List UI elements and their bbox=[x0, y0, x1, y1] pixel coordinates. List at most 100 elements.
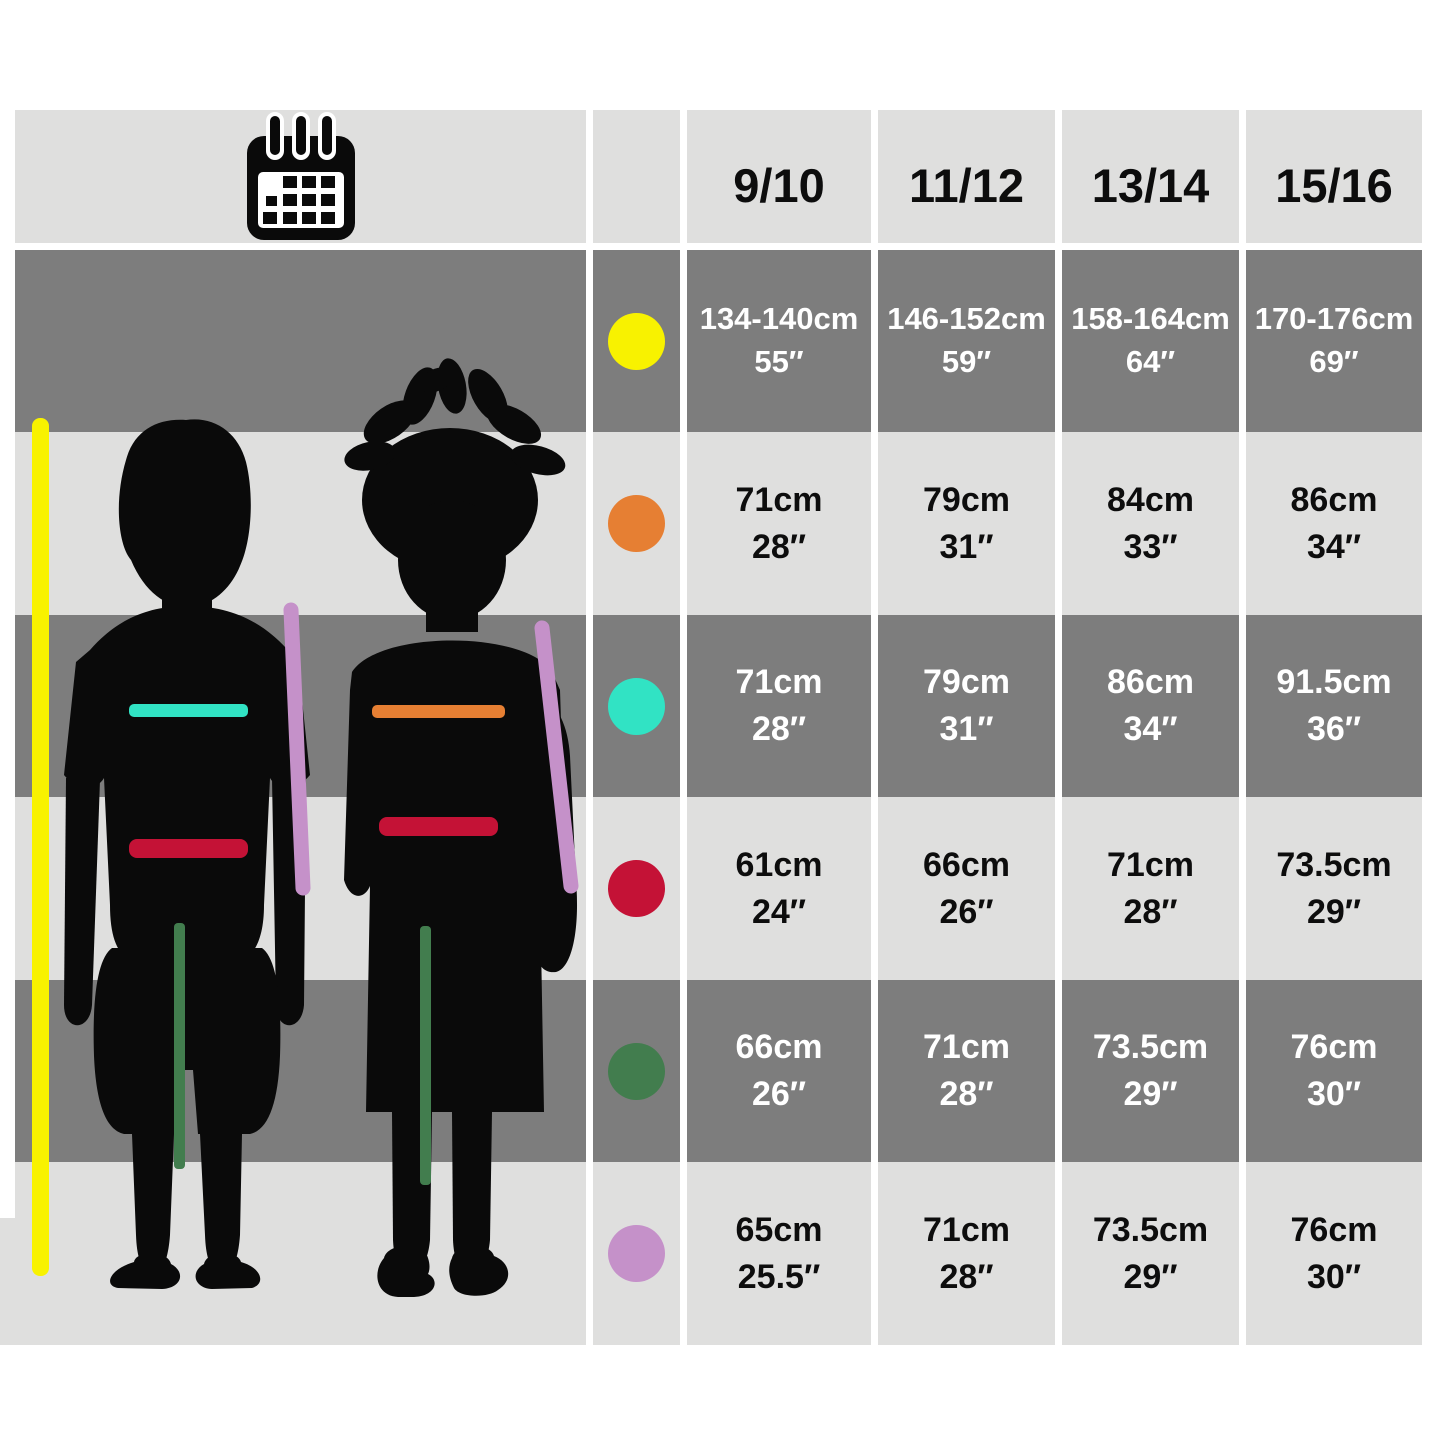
value-inches: 30″ bbox=[1306, 1257, 1362, 1296]
value-cm: 86cm bbox=[1290, 480, 1378, 519]
value-cm: 71cm bbox=[923, 1028, 1010, 1067]
size-column-header: 9/10 bbox=[687, 110, 871, 243]
measurement-cell: 134-140cm 55″ bbox=[687, 250, 871, 432]
value-cm: 71cm bbox=[735, 663, 823, 702]
measurement-cell: 146-152cm 59″ bbox=[878, 250, 1055, 432]
left-panel-stripe bbox=[15, 250, 586, 432]
value-cm: 71cm bbox=[735, 480, 823, 519]
left-panel-stripe bbox=[15, 980, 586, 1162]
calendar-icon bbox=[246, 111, 355, 240]
value-cm: 66cm bbox=[735, 1028, 823, 1067]
measurement-cell: 71cm 28″ bbox=[878, 1162, 1055, 1345]
size-column-header: 15/16 bbox=[1246, 110, 1422, 243]
measure-dot-cell bbox=[593, 1162, 680, 1345]
calendar-rings bbox=[262, 115, 335, 224]
measurement-cell: 71cm 28″ bbox=[878, 980, 1055, 1162]
value-cm: 76cm bbox=[1290, 1028, 1378, 1067]
value-cm: 61cm bbox=[735, 845, 823, 884]
value-cm: 86cm bbox=[1107, 663, 1194, 702]
left-panel-stripe bbox=[15, 432, 586, 615]
measurement-cell: 91.5cm 36″ bbox=[1246, 615, 1422, 797]
measurement-cell: 84cm 33″ bbox=[1062, 432, 1239, 615]
value-cm: 73.5cm bbox=[1276, 845, 1392, 884]
measurement-cell: 73.5cm 29″ bbox=[1062, 1162, 1239, 1345]
value-inches: 28″ bbox=[939, 1075, 994, 1113]
value-cm: 79cm bbox=[923, 480, 1010, 519]
value-cm: 73.5cm bbox=[1092, 1210, 1209, 1249]
value-cm: 146-152cm bbox=[887, 301, 1046, 337]
height-dot-icon bbox=[608, 312, 665, 370]
value-inches: 33″ bbox=[1123, 527, 1178, 566]
size-column-label: 15/16 bbox=[1275, 159, 1393, 212]
measurement-cell: 79cm 31″ bbox=[878, 615, 1055, 797]
measurement-cell: 86cm 34″ bbox=[1062, 615, 1239, 797]
measure-dot-cell bbox=[593, 432, 680, 615]
value-cm: 76cm bbox=[1290, 1210, 1378, 1249]
value-inches: 28″ bbox=[751, 527, 807, 566]
value-inches: 29″ bbox=[1123, 1075, 1178, 1113]
value-inches: 28″ bbox=[1123, 892, 1178, 931]
measure-dot-cell bbox=[593, 980, 680, 1162]
left-panel-stripe bbox=[15, 615, 586, 797]
size-column-label: 9/10 bbox=[733, 159, 825, 212]
measurement-cell: 73.5cm 29″ bbox=[1062, 980, 1239, 1162]
measure-dot-cell bbox=[593, 615, 680, 797]
measurement-cell: 73.5cm 29″ bbox=[1246, 797, 1422, 980]
age-header-band bbox=[15, 110, 586, 243]
value-inches: 25.5″ bbox=[737, 1257, 821, 1296]
value-cm: 84cm bbox=[1107, 480, 1194, 519]
value-inches: 24″ bbox=[751, 892, 807, 931]
measurement-cell: 65cm 25.5″ bbox=[687, 1162, 871, 1345]
measurement-cell: 61cm 24″ bbox=[687, 797, 871, 980]
value-inches: 34″ bbox=[1306, 527, 1362, 566]
value-inches: 29″ bbox=[1123, 1257, 1178, 1296]
value-cm: 71cm bbox=[1107, 845, 1194, 884]
value-cm: 66cm bbox=[923, 845, 1010, 884]
value-cm: 71cm bbox=[923, 1210, 1010, 1249]
size-column-header: 13/14 bbox=[1062, 110, 1239, 243]
value-cm: 73.5cm bbox=[1092, 1028, 1209, 1067]
measurement-cell: 76cm 30″ bbox=[1246, 1162, 1422, 1345]
measurement-cell: 170-176cm 69″ bbox=[1246, 250, 1422, 432]
measurement-cell: 76cm 30″ bbox=[1246, 980, 1422, 1162]
left-panel-stripe-extension bbox=[0, 1218, 15, 1345]
value-inches: 26″ bbox=[939, 892, 994, 931]
measurement-cell: 86cm 34″ bbox=[1246, 432, 1422, 615]
value-cm: 158-164cm bbox=[1071, 301, 1230, 337]
value-cm: 170-176cm bbox=[1254, 301, 1414, 337]
header-dot-column-spacer bbox=[593, 110, 680, 243]
value-inches: 28″ bbox=[751, 710, 807, 748]
value-inches: 64″ bbox=[1125, 344, 1176, 379]
value-cm: 91.5cm bbox=[1276, 663, 1392, 702]
value-inches: 28″ bbox=[939, 1257, 994, 1296]
measurement-cell: 71cm 28″ bbox=[687, 615, 871, 797]
size-column-label: 13/14 bbox=[1091, 159, 1210, 212]
measure-dot-cell bbox=[593, 797, 680, 980]
size-column-label: 11/12 bbox=[908, 159, 1025, 212]
value-inches: 31″ bbox=[939, 527, 994, 566]
value-inches: 31″ bbox=[939, 710, 994, 748]
value-inches: 55″ bbox=[754, 344, 804, 379]
value-inches: 69″ bbox=[1309, 344, 1359, 379]
measurement-cell: 66cm 26″ bbox=[687, 980, 871, 1162]
value-cm: 79cm bbox=[923, 663, 1010, 702]
hip-dot-icon bbox=[608, 860, 665, 917]
value-inches: 26″ bbox=[751, 1075, 807, 1113]
value-inches: 29″ bbox=[1306, 892, 1362, 931]
value-inches: 30″ bbox=[1306, 1075, 1362, 1113]
left-panel-stripe bbox=[15, 1162, 586, 1345]
measurement-cell: 66cm 26″ bbox=[878, 797, 1055, 980]
measurement-cell: 71cm 28″ bbox=[687, 432, 871, 615]
value-cm: 134-140cm bbox=[699, 301, 859, 337]
value-cm: 65cm bbox=[735, 1210, 823, 1249]
sleeve-dot-icon bbox=[608, 1225, 665, 1282]
left-panel-stripe bbox=[15, 797, 586, 980]
value-inches: 59″ bbox=[941, 344, 992, 379]
size-column-header: 11/12 bbox=[878, 110, 1055, 243]
inseam-dot-icon bbox=[608, 1042, 665, 1100]
measurement-cell: 158-164cm 64″ bbox=[1062, 250, 1239, 432]
value-inches: 36″ bbox=[1306, 710, 1362, 748]
measurement-cell: 79cm 31″ bbox=[878, 432, 1055, 615]
value-inches: 34″ bbox=[1123, 710, 1178, 748]
